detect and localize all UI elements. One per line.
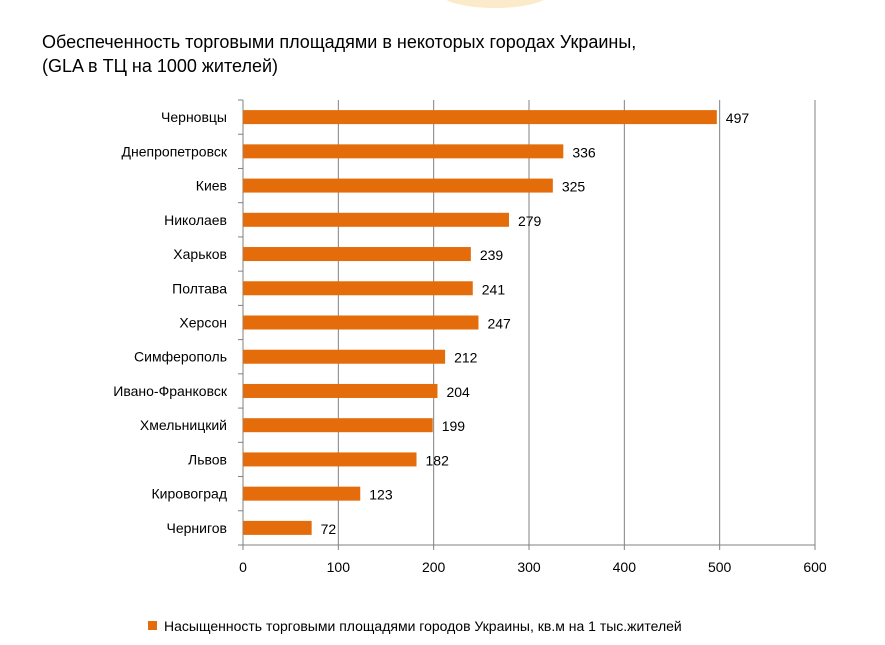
chart-title: Обеспеченность торговыми площадями в нек… <box>42 30 636 78</box>
x-tick-label: 500 <box>708 559 732 575</box>
bar <box>243 383 438 398</box>
category-label: Львов <box>188 451 227 467</box>
bar <box>243 315 479 330</box>
legend-swatch <box>148 621 157 630</box>
category-label: Симферополь <box>134 349 227 365</box>
data-label: 212 <box>454 350 478 366</box>
category-label: Николаев <box>164 212 227 228</box>
bar <box>243 144 564 159</box>
data-label: 497 <box>726 110 750 126</box>
data-label: 199 <box>442 418 466 434</box>
category-label: Киев <box>196 178 227 194</box>
category-label: Черновцы <box>161 109 227 125</box>
bar <box>243 178 553 193</box>
bar <box>243 212 509 227</box>
category-label: Херсон <box>179 315 227 331</box>
x-tick-label: 300 <box>517 559 541 575</box>
data-label: 247 <box>487 316 511 332</box>
data-label: 72 <box>321 521 337 537</box>
category-label: Полтава <box>172 280 227 296</box>
data-label: 325 <box>562 179 586 195</box>
bar <box>243 349 446 364</box>
x-tick-label: 600 <box>803 559 827 575</box>
data-label: 123 <box>369 487 393 503</box>
bar <box>243 281 473 296</box>
category-label: Кировоград <box>152 486 227 502</box>
data-label: 336 <box>572 144 596 160</box>
data-label: 241 <box>482 281 506 297</box>
x-tick-label: 400 <box>613 559 637 575</box>
category-label: Хмельницкий <box>140 417 227 433</box>
bar <box>243 452 417 467</box>
chart-title-line-1: Обеспеченность торговыми площадями в нек… <box>42 32 637 52</box>
data-label: 182 <box>426 452 450 468</box>
data-label: 204 <box>446 384 470 400</box>
data-label: 239 <box>480 247 504 263</box>
chart-title-line-2: (GLA в ТЦ на 1000 жителей) <box>42 56 279 76</box>
bar <box>243 110 717 125</box>
bar <box>243 520 312 535</box>
x-tick-label: 200 <box>422 559 446 575</box>
legend-label: Насыщенность торговыми площадями городов… <box>164 618 682 634</box>
data-label: 279 <box>518 213 542 229</box>
category-label: Чернигов <box>167 520 227 536</box>
bar <box>243 486 361 501</box>
bar <box>243 418 433 433</box>
decorative-logo-blob <box>440 0 550 8</box>
category-label: Ивано-Франковск <box>113 383 228 399</box>
chart-legend: Насыщенность торговыми площадями городов… <box>148 618 682 634</box>
bar <box>243 247 471 262</box>
category-label: Днепропетровск <box>122 143 228 159</box>
x-tick-label: 0 <box>239 559 247 575</box>
category-label: Харьков <box>173 246 227 262</box>
x-tick-label: 100 <box>327 559 351 575</box>
